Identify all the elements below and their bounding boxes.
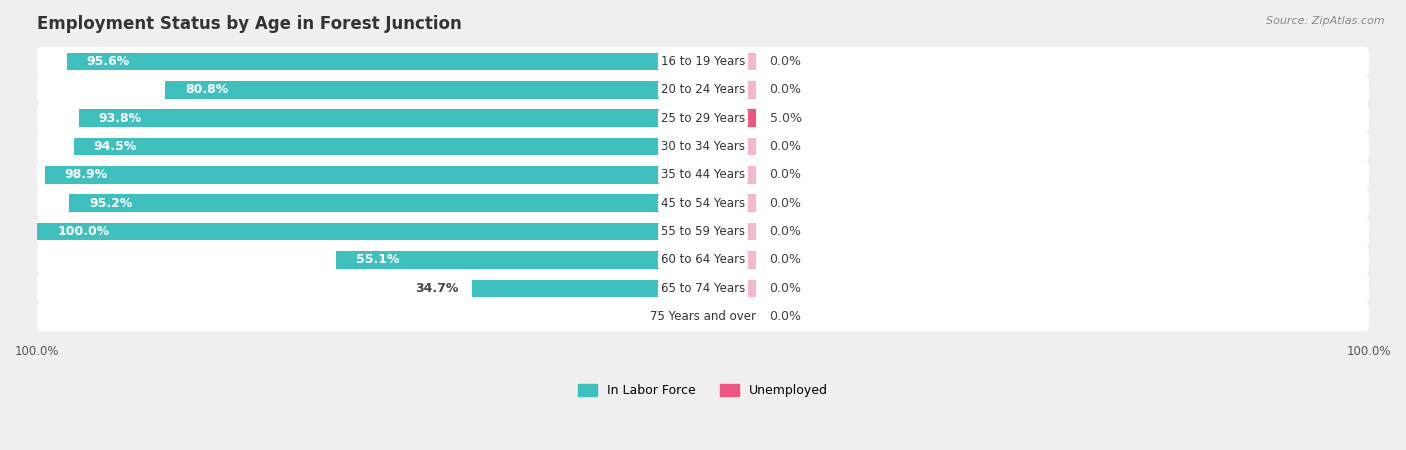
- Bar: [703, 81, 756, 99]
- Bar: [703, 138, 756, 155]
- Bar: [703, 194, 756, 212]
- Bar: [703, 53, 756, 70]
- FancyBboxPatch shape: [37, 217, 1369, 246]
- FancyBboxPatch shape: [37, 75, 1369, 104]
- Text: 65 to 74 Years: 65 to 74 Years: [661, 282, 745, 295]
- FancyBboxPatch shape: [37, 189, 1369, 218]
- Bar: [165, 81, 703, 99]
- Text: 55.1%: 55.1%: [356, 253, 399, 266]
- Bar: [75, 138, 703, 155]
- Text: 34.7%: 34.7%: [415, 282, 458, 295]
- Text: 75 Years and over: 75 Years and over: [650, 310, 756, 323]
- Text: 0.0%: 0.0%: [769, 310, 801, 323]
- Text: 20 to 24 Years: 20 to 24 Years: [661, 83, 745, 96]
- FancyBboxPatch shape: [37, 160, 1369, 189]
- Text: 0.0%: 0.0%: [769, 83, 801, 96]
- Text: 95.2%: 95.2%: [89, 197, 132, 210]
- Text: 25 to 29 Years: 25 to 29 Years: [661, 112, 745, 125]
- Bar: [69, 194, 703, 212]
- Text: 94.5%: 94.5%: [94, 140, 138, 153]
- Legend: In Labor Force, Unemployed: In Labor Force, Unemployed: [578, 384, 828, 397]
- FancyBboxPatch shape: [37, 104, 1369, 133]
- Bar: [336, 251, 703, 269]
- Text: 98.9%: 98.9%: [65, 168, 108, 181]
- FancyBboxPatch shape: [37, 47, 1369, 76]
- Text: 16 to 19 Years: 16 to 19 Years: [661, 55, 745, 68]
- Text: 0.0%: 0.0%: [769, 225, 801, 238]
- Text: 60 to 64 Years: 60 to 64 Years: [661, 253, 745, 266]
- Text: 0.0%: 0.0%: [769, 140, 801, 153]
- Text: 0.0%: 0.0%: [769, 282, 801, 295]
- Text: 0.0%: 0.0%: [769, 253, 801, 266]
- Text: 95.6%: 95.6%: [87, 55, 129, 68]
- Bar: [703, 109, 756, 127]
- Bar: [472, 279, 703, 297]
- Text: 35 to 44 Years: 35 to 44 Years: [661, 168, 745, 181]
- Text: 0.0%: 0.0%: [769, 168, 801, 181]
- Text: 93.8%: 93.8%: [98, 112, 142, 125]
- Bar: [37, 223, 703, 240]
- Text: 45 to 54 Years: 45 to 54 Years: [661, 197, 745, 210]
- Text: 0.0%: 0.0%: [769, 197, 801, 210]
- Text: 100.0%: 100.0%: [58, 225, 110, 238]
- Bar: [66, 53, 703, 70]
- Bar: [703, 251, 756, 269]
- Bar: [703, 166, 756, 184]
- Text: 0.0%: 0.0%: [769, 55, 801, 68]
- Text: 30 to 34 Years: 30 to 34 Years: [661, 140, 745, 153]
- Bar: [703, 223, 756, 240]
- Bar: [703, 279, 756, 297]
- FancyBboxPatch shape: [37, 246, 1369, 274]
- Bar: [45, 166, 703, 184]
- Text: 55 to 59 Years: 55 to 59 Years: [661, 225, 745, 238]
- Text: Employment Status by Age in Forest Junction: Employment Status by Age in Forest Junct…: [37, 15, 463, 33]
- Text: 0.0%: 0.0%: [655, 310, 690, 323]
- Bar: [79, 109, 703, 127]
- Text: 5.0%: 5.0%: [769, 112, 801, 125]
- FancyBboxPatch shape: [37, 274, 1369, 303]
- Bar: [703, 308, 756, 325]
- FancyBboxPatch shape: [37, 132, 1369, 161]
- Text: Source: ZipAtlas.com: Source: ZipAtlas.com: [1267, 16, 1385, 26]
- Text: 80.8%: 80.8%: [186, 83, 228, 96]
- FancyBboxPatch shape: [37, 302, 1369, 331]
